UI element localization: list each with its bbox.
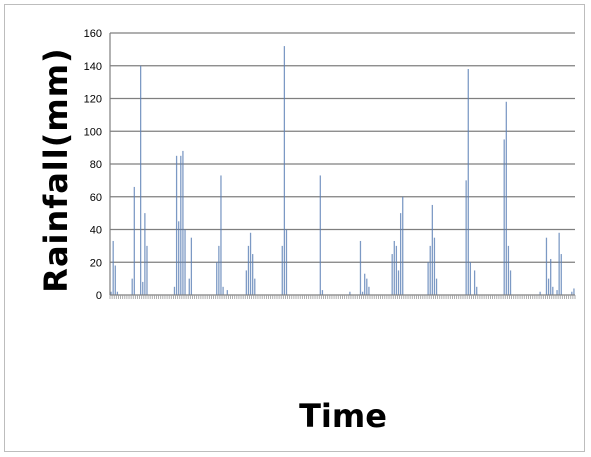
y-axis-label: Rainfall(mm) <box>37 47 75 293</box>
bar <box>393 240 395 295</box>
bar <box>560 254 562 295</box>
bar <box>319 175 321 295</box>
bar <box>349 291 351 295</box>
bar <box>476 286 478 295</box>
bar <box>431 204 433 295</box>
bar <box>178 221 180 295</box>
bar <box>391 254 393 295</box>
bar <box>216 262 218 295</box>
bar <box>427 262 429 295</box>
bar <box>545 237 548 295</box>
bar <box>218 245 220 296</box>
y-tick-labels: 0 20 40 60 80 100 120 140 160 <box>84 28 102 302</box>
bar <box>505 101 507 296</box>
bars <box>110 46 575 296</box>
y-tick-label: 0 <box>96 290 102 302</box>
y-tick-label: 20 <box>90 257 102 269</box>
bar <box>368 286 370 295</box>
chart-frame <box>4 4 585 452</box>
bar <box>283 46 286 295</box>
y-tick-label: 40 <box>90 225 102 237</box>
bar <box>281 245 283 296</box>
gridlines <box>110 32 575 263</box>
bar <box>366 278 368 296</box>
bar <box>182 150 184 295</box>
bar <box>133 186 135 295</box>
bar <box>465 180 467 296</box>
bar <box>359 240 362 295</box>
bar <box>180 155 182 295</box>
bar <box>539 291 541 295</box>
bar <box>550 258 552 295</box>
bar <box>571 291 573 295</box>
bar <box>558 232 560 295</box>
bar <box>116 291 119 295</box>
bar <box>509 270 512 295</box>
bar <box>245 270 247 295</box>
bar <box>399 213 402 296</box>
bar <box>173 286 176 295</box>
bar <box>429 245 431 296</box>
y-tick-label: 160 <box>84 28 102 40</box>
bar <box>321 290 324 295</box>
bar <box>146 245 148 296</box>
bar <box>552 286 554 295</box>
y-tick-label: 140 <box>84 61 102 73</box>
bar <box>190 237 193 295</box>
bar <box>188 278 190 296</box>
bar <box>402 196 404 295</box>
bar <box>222 286 224 295</box>
bar <box>226 290 228 295</box>
bar <box>220 175 222 295</box>
bar <box>473 270 476 295</box>
bar <box>131 278 133 296</box>
y-tick-label: 100 <box>84 126 102 138</box>
bar <box>361 291 364 295</box>
bar <box>175 155 178 295</box>
bar <box>433 237 436 295</box>
bar <box>435 278 438 296</box>
bar <box>573 288 575 295</box>
bar <box>507 245 510 296</box>
y-tick-label: 120 <box>84 94 102 106</box>
bar <box>114 265 116 295</box>
bar <box>249 232 252 295</box>
bar <box>112 240 114 295</box>
bar <box>556 290 558 295</box>
y-tick-label: 60 <box>90 192 102 204</box>
bar <box>467 69 469 296</box>
bar <box>285 229 288 295</box>
bar <box>397 270 400 295</box>
x-tick-marks <box>109 295 576 299</box>
bar <box>142 281 144 295</box>
bar <box>547 278 550 296</box>
bar <box>395 245 398 296</box>
bar <box>364 273 366 295</box>
y-tick-label: 80 <box>90 159 102 171</box>
bar <box>503 139 505 295</box>
bar <box>252 254 254 295</box>
x-axis-label: Time <box>299 397 387 435</box>
bar <box>254 278 256 296</box>
bar <box>144 213 146 296</box>
bar <box>110 291 112 295</box>
bar <box>247 245 250 296</box>
bar <box>469 262 472 295</box>
bar <box>140 65 142 295</box>
bar <box>184 229 186 295</box>
